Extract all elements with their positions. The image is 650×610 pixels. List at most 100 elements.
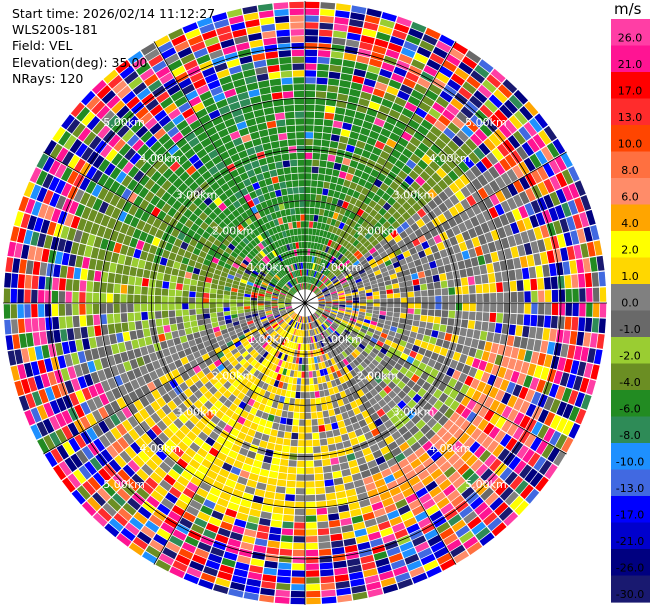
velocity-gate xyxy=(261,433,270,442)
velocity-gate xyxy=(226,278,234,284)
velocity-gate xyxy=(179,382,189,392)
velocity-gate xyxy=(150,454,163,466)
velocity-gate xyxy=(314,473,324,481)
velocity-gate xyxy=(409,331,417,339)
velocity-gate xyxy=(357,434,367,444)
velocity-gate xyxy=(485,472,499,487)
velocity-gate xyxy=(546,142,560,158)
velocity-gate xyxy=(358,287,365,292)
velocity-gate xyxy=(79,303,86,315)
velocity-gate xyxy=(442,374,452,385)
velocity-gate xyxy=(250,558,265,567)
velocity-gate xyxy=(363,165,373,175)
velocity-gate xyxy=(248,322,255,328)
velocity-gate xyxy=(91,100,106,115)
velocity-gate xyxy=(576,259,585,274)
velocity-gate xyxy=(354,199,363,208)
velocity-gate xyxy=(401,297,408,303)
velocity-gate xyxy=(568,166,580,182)
velocity-gate xyxy=(188,339,197,347)
velocity-gate xyxy=(493,89,508,104)
velocity-gate xyxy=(281,322,287,328)
velocity-gate xyxy=(190,279,198,286)
velocity-gate xyxy=(378,314,386,320)
velocity-gate xyxy=(161,497,175,510)
velocity-gate xyxy=(345,307,353,311)
velocity-gate xyxy=(268,205,275,214)
velocity-gate xyxy=(202,298,209,303)
velocity-gate xyxy=(122,235,132,246)
velocity-gate xyxy=(275,264,281,271)
velocity-gate xyxy=(468,311,476,321)
velocity-gate xyxy=(113,293,120,303)
velocity-gate xyxy=(249,444,259,453)
velocity-gate xyxy=(108,134,121,148)
velocity-gate xyxy=(250,422,259,431)
velocity-gate xyxy=(513,336,522,348)
velocity-gate xyxy=(228,344,236,352)
velocity-gate xyxy=(482,384,493,396)
velocity-gate xyxy=(414,541,430,553)
velocity-gate xyxy=(354,325,361,331)
velocity-gate xyxy=(44,140,57,156)
velocity-gate xyxy=(265,449,274,457)
velocity-gate xyxy=(579,288,586,302)
velocity-gate xyxy=(423,559,439,572)
velocity-gate xyxy=(314,335,318,343)
velocity-gate xyxy=(379,68,393,79)
velocity-gate xyxy=(332,279,339,285)
velocity-gate xyxy=(349,160,359,169)
velocity-gate xyxy=(490,68,506,83)
velocity-gate xyxy=(477,187,489,200)
velocity-gate xyxy=(201,170,212,181)
velocity-gate xyxy=(374,38,389,49)
velocity-gate xyxy=(144,178,156,190)
velocity-gate xyxy=(216,335,224,342)
velocity-gate xyxy=(269,378,276,386)
velocity-gate xyxy=(416,377,426,387)
velocity-gate xyxy=(205,126,217,137)
velocity-gate xyxy=(477,200,488,212)
velocity-gate xyxy=(155,367,165,378)
velocity-gate xyxy=(339,462,350,470)
velocity-gate xyxy=(307,283,311,290)
velocity-gate xyxy=(416,187,427,197)
velocity-gate xyxy=(390,326,398,333)
velocity-gate xyxy=(305,214,310,221)
velocity-gate xyxy=(238,316,246,321)
velocity-gate xyxy=(75,339,84,352)
velocity-gate xyxy=(423,65,438,77)
velocity-gate xyxy=(275,326,281,332)
velocity-gate xyxy=(269,407,277,415)
velocity-gate xyxy=(377,198,387,207)
velocity-gate xyxy=(488,426,501,439)
velocity-gate xyxy=(178,548,194,560)
velocity-gate xyxy=(97,487,111,502)
velocity-gate xyxy=(332,120,343,129)
velocity-gate xyxy=(61,151,75,166)
velocity-gate xyxy=(195,108,208,119)
velocity-gate xyxy=(157,210,167,221)
velocity-gate xyxy=(230,22,246,32)
velocity-gate xyxy=(112,493,126,507)
velocity-gate xyxy=(326,499,338,507)
velocity-gate xyxy=(482,209,493,222)
velocity-gate xyxy=(374,254,382,262)
velocity-gate xyxy=(364,315,372,321)
velocity-gate xyxy=(447,122,460,134)
velocity-gate xyxy=(274,444,283,452)
velocity-gate xyxy=(308,283,312,290)
velocity-gate xyxy=(247,320,254,325)
velocity-gate xyxy=(470,114,484,128)
velocity-gate xyxy=(288,460,297,467)
velocity-gate xyxy=(55,428,68,444)
velocity-gate xyxy=(448,514,462,527)
velocity-gate xyxy=(313,271,317,278)
velocity-gate xyxy=(222,251,230,259)
velocity-gate xyxy=(264,298,271,302)
velocity-gate xyxy=(150,195,161,206)
velocity-gate xyxy=(524,468,538,483)
velocity-gate xyxy=(200,572,216,583)
velocity-gate xyxy=(305,337,308,344)
velocity-gate xyxy=(546,250,555,264)
